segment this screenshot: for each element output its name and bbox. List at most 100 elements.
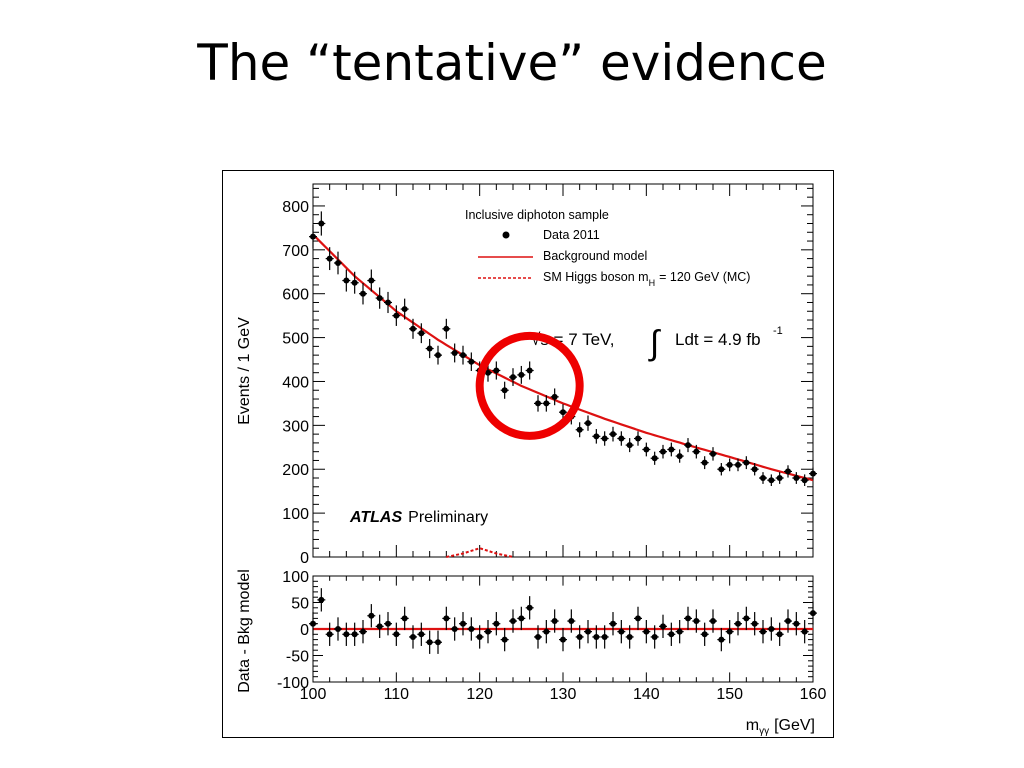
residual-point-marker xyxy=(435,639,441,646)
data-point xyxy=(700,456,709,470)
y-tick-label: 300 xyxy=(282,418,309,435)
legend-data: Data 2011 xyxy=(543,228,600,242)
residual-point xyxy=(350,622,359,646)
residual-data-marks xyxy=(309,588,817,654)
data-point-marker xyxy=(526,367,533,374)
residual-point xyxy=(592,625,601,649)
residual-point xyxy=(767,617,776,641)
data-point xyxy=(392,305,401,326)
data-point xyxy=(375,287,384,309)
residual-point xyxy=(367,604,376,628)
x-tick-label: 130 xyxy=(550,686,577,703)
atlas-label: ATLAS Preliminary xyxy=(349,509,488,526)
residual-point xyxy=(750,612,759,636)
residual-point-marker xyxy=(768,626,775,632)
data-point xyxy=(434,345,442,365)
residual-point xyxy=(667,622,676,646)
residual-point xyxy=(500,627,509,652)
highlight-circle xyxy=(475,331,584,440)
residual-point-marker xyxy=(418,631,425,638)
x-tick-label: 110 xyxy=(384,686,410,703)
residual-point xyxy=(659,614,667,639)
residual-point-marker xyxy=(401,615,408,622)
residual-point xyxy=(525,596,534,620)
data-point xyxy=(717,463,726,476)
residual-point xyxy=(725,619,734,644)
residual-point xyxy=(409,625,417,649)
data-point-marker xyxy=(435,352,441,359)
main-data-marks xyxy=(309,211,817,558)
data-point-marker xyxy=(410,325,416,332)
residual-point xyxy=(684,606,692,631)
data-point-marker xyxy=(660,448,666,455)
residual-point-marker xyxy=(643,628,650,635)
residual-point-marker xyxy=(660,623,666,630)
data-point-marker xyxy=(585,420,591,427)
data-point-marker xyxy=(610,431,616,438)
data-point xyxy=(467,352,476,371)
residual-point-marker xyxy=(626,633,633,640)
data-point-marker xyxy=(601,435,608,442)
data-point-marker xyxy=(443,325,450,332)
residual-point xyxy=(375,614,384,639)
residual-point-marker xyxy=(343,631,350,638)
data-point xyxy=(359,282,367,305)
data-point xyxy=(525,361,534,380)
residual-point-marker xyxy=(610,620,616,627)
legend-higgs-sub: H xyxy=(649,278,656,288)
x-tick-label: 120 xyxy=(466,686,493,703)
residual-point-marker xyxy=(568,618,575,625)
residual-point-marker xyxy=(718,636,725,643)
residual-point xyxy=(425,630,434,654)
higgs-mc-line xyxy=(446,547,514,558)
residual-point xyxy=(459,612,467,636)
data-point xyxy=(675,449,684,463)
data-point-marker xyxy=(668,446,675,453)
residual-point-marker xyxy=(310,620,316,627)
residual-point xyxy=(609,612,617,636)
residual-point xyxy=(809,601,817,625)
atlas-label-bold: ATLAS xyxy=(349,509,402,526)
residual-point-marker xyxy=(735,620,741,627)
data-point-marker xyxy=(351,279,358,286)
data-point xyxy=(317,211,326,236)
data-point-marker xyxy=(518,371,525,378)
data-point xyxy=(342,269,351,292)
data-point-marker xyxy=(460,352,466,359)
data-point xyxy=(600,431,609,446)
legend: Inclusive diphoton sample Data 2011 Back… xyxy=(465,208,750,288)
residual-point-marker xyxy=(393,631,400,638)
data-point-marker xyxy=(368,277,375,284)
residual-point xyxy=(784,609,792,633)
residual-point-marker xyxy=(701,631,708,638)
data-point-marker xyxy=(418,330,425,337)
residual-point xyxy=(542,619,551,644)
x-axis-title-sub: γγ xyxy=(759,726,769,737)
residual-point-marker xyxy=(793,620,800,627)
data-point xyxy=(542,395,551,412)
residual-point-marker xyxy=(368,612,375,619)
residual-point xyxy=(550,609,559,633)
residual-point-marker xyxy=(351,631,358,638)
data-point-marker xyxy=(385,299,391,306)
residual-point-marker xyxy=(668,631,675,638)
residual-point xyxy=(450,617,459,641)
data-point xyxy=(650,451,659,465)
data-point xyxy=(692,444,701,459)
residual-point xyxy=(700,622,709,646)
residual-point-marker xyxy=(685,615,691,622)
residual-point-marker xyxy=(476,633,483,640)
residual-point xyxy=(534,625,542,649)
data-point-marker xyxy=(760,475,766,482)
residual-point-marker xyxy=(743,615,750,622)
y-tick-label: 500 xyxy=(282,331,309,348)
legend-higgs: SM Higgs boson mH = 120 GeV (MC) xyxy=(543,270,750,288)
residual-point xyxy=(325,622,334,646)
data-point-marker xyxy=(318,220,325,227)
res-y-tick-label: -100 xyxy=(277,675,309,692)
residual-point xyxy=(400,606,409,631)
x-axis-title-unit: [GeV] xyxy=(774,717,815,734)
data-point xyxy=(617,431,626,446)
residual-point xyxy=(617,619,626,644)
